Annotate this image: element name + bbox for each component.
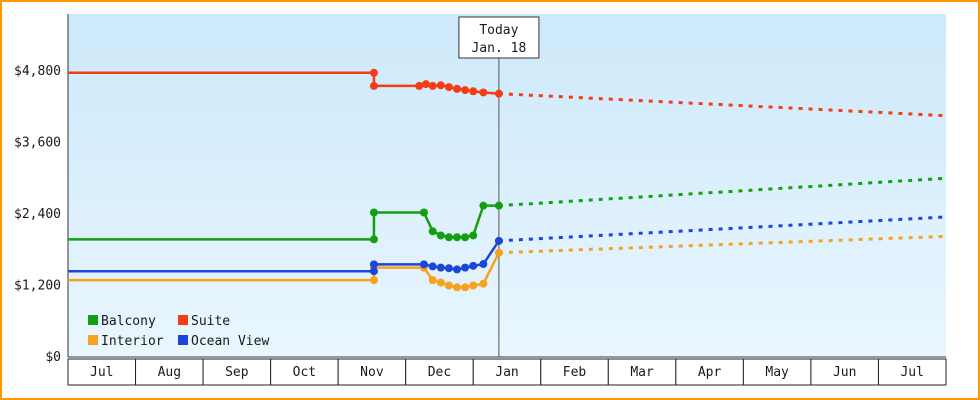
data-point-suite bbox=[436, 81, 445, 90]
data-point-balcony bbox=[369, 235, 378, 244]
data-point-ocean-view bbox=[428, 262, 437, 271]
data-point-interior bbox=[436, 278, 445, 287]
data-point-ocean-view bbox=[453, 265, 462, 274]
series-projected-balcony bbox=[498, 176, 947, 208]
data-point-interior bbox=[469, 281, 478, 290]
data-point-ocean-view bbox=[479, 260, 488, 269]
data-point-balcony bbox=[444, 233, 453, 242]
series-projected-ocean-view bbox=[498, 215, 947, 243]
month-label: Jul bbox=[900, 365, 923, 380]
data-point-interior bbox=[444, 281, 453, 290]
y-axis-label: $1,200 bbox=[14, 279, 61, 294]
data-point-interior bbox=[461, 283, 470, 292]
today-box bbox=[458, 16, 540, 59]
y-axis-label: $0 bbox=[45, 350, 61, 365]
month-cell bbox=[472, 358, 542, 386]
month-label: Jul bbox=[90, 365, 113, 380]
data-point-suite bbox=[421, 80, 430, 89]
data-point-balcony bbox=[428, 227, 437, 236]
data-point-ocean-view bbox=[494, 236, 503, 245]
data-point-balcony bbox=[494, 201, 503, 210]
legend-label-interior: Interior bbox=[101, 334, 164, 349]
month-label: Feb bbox=[563, 365, 587, 380]
month-cell bbox=[742, 358, 812, 386]
month-label: Sep bbox=[225, 365, 249, 380]
legend-swatch-balcony bbox=[88, 315, 98, 325]
data-point-suite bbox=[369, 68, 378, 77]
data-point-ocean-view bbox=[419, 260, 428, 269]
month-label: Mar bbox=[630, 365, 654, 380]
data-point-suite bbox=[479, 88, 488, 97]
month-label: Jan bbox=[495, 365, 518, 380]
month-cell bbox=[135, 358, 204, 386]
month-cell bbox=[607, 358, 677, 386]
data-point-ocean-view bbox=[469, 261, 478, 270]
data-point-ocean-view bbox=[444, 264, 453, 273]
month-cell bbox=[202, 358, 272, 386]
data-point-suite bbox=[469, 87, 478, 96]
legend-swatch-interior bbox=[88, 335, 98, 345]
month-label: Jun bbox=[833, 365, 856, 380]
legend-swatch-ocean-view bbox=[178, 335, 188, 345]
month-label: Aug bbox=[158, 365, 181, 380]
month-label: Apr bbox=[698, 365, 722, 380]
legend-label-suite: Suite bbox=[191, 314, 230, 329]
month-cell bbox=[675, 358, 744, 386]
legend-label-balcony: Balcony bbox=[101, 314, 156, 329]
data-point-balcony bbox=[369, 208, 378, 217]
data-point-balcony bbox=[479, 201, 488, 210]
data-point-ocean-view bbox=[369, 267, 378, 276]
y-axis-label: $3,600 bbox=[14, 136, 61, 151]
series-projected-interior bbox=[498, 234, 947, 255]
month-cell bbox=[810, 358, 879, 386]
month-label: Nov bbox=[360, 365, 384, 380]
month-cell bbox=[270, 358, 339, 386]
data-point-balcony bbox=[469, 231, 478, 240]
data-point-interior bbox=[369, 276, 378, 285]
data-point-ocean-view bbox=[369, 260, 378, 269]
data-point-balcony bbox=[461, 233, 470, 242]
data-point-interior bbox=[479, 279, 488, 288]
data-point-balcony bbox=[436, 231, 445, 240]
y-axis-label: $4,800 bbox=[14, 64, 61, 79]
data-point-interior bbox=[428, 276, 437, 285]
series-line-balcony bbox=[68, 204, 499, 241]
data-point-suite bbox=[415, 81, 424, 90]
legend-label-ocean-view: Ocean View bbox=[191, 334, 269, 349]
series-projected-suite bbox=[498, 92, 947, 118]
today-label-line1: Today bbox=[479, 23, 518, 38]
data-point-suite bbox=[428, 81, 437, 90]
month-label: Dec bbox=[428, 365, 451, 380]
data-point-suite bbox=[453, 84, 462, 93]
data-point-balcony bbox=[453, 233, 462, 242]
data-point-ocean-view bbox=[461, 263, 470, 272]
data-point-suite bbox=[494, 89, 503, 98]
data-point-suite bbox=[461, 86, 470, 95]
data-point-interior bbox=[453, 283, 462, 292]
month-cell bbox=[540, 358, 609, 386]
data-point-interior bbox=[494, 248, 503, 257]
data-point-suite bbox=[444, 83, 453, 92]
legend-swatch-suite bbox=[178, 315, 188, 325]
today-label-line2: Jan. 18 bbox=[471, 41, 526, 56]
y-axis-label: $2,400 bbox=[14, 207, 61, 222]
data-point-suite bbox=[369, 81, 378, 90]
month-label: May bbox=[765, 365, 789, 380]
data-point-balcony bbox=[419, 208, 428, 217]
month-cell bbox=[405, 358, 474, 386]
data-point-ocean-view bbox=[436, 263, 445, 272]
month-label: Oct bbox=[293, 365, 316, 380]
plot-area bbox=[68, 14, 946, 357]
month-cell bbox=[877, 358, 947, 386]
